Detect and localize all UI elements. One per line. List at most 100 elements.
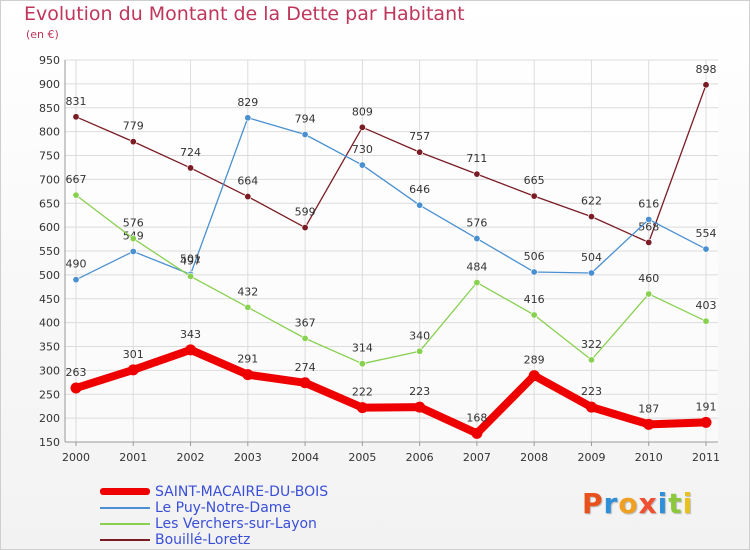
y-tick-label: 150 bbox=[39, 436, 60, 449]
data-point bbox=[530, 311, 538, 319]
y-tick-label: 700 bbox=[39, 173, 60, 186]
data-label: 191 bbox=[696, 400, 717, 413]
y-tick-label: 400 bbox=[39, 317, 60, 330]
data-point bbox=[645, 215, 653, 223]
data-point bbox=[70, 382, 82, 394]
data-point bbox=[242, 369, 254, 381]
data-point bbox=[244, 303, 252, 311]
data-label: 576 bbox=[466, 217, 487, 230]
y-tick-label: 500 bbox=[39, 269, 60, 282]
data-point bbox=[528, 370, 540, 382]
data-label: 898 bbox=[696, 63, 717, 76]
data-label: 506 bbox=[524, 250, 545, 263]
data-point bbox=[416, 347, 424, 355]
data-point bbox=[702, 81, 710, 89]
data-label: 484 bbox=[466, 261, 487, 274]
data-label: 416 bbox=[524, 293, 545, 306]
data-point bbox=[358, 123, 366, 131]
data-label: 340 bbox=[409, 329, 430, 342]
data-point bbox=[72, 276, 80, 284]
data-label: 497 bbox=[180, 254, 201, 267]
data-label: 403 bbox=[696, 299, 717, 312]
data-point bbox=[530, 268, 538, 276]
data-label: 757 bbox=[409, 130, 430, 143]
data-point bbox=[414, 401, 426, 413]
data-point bbox=[645, 238, 653, 246]
proxiti-logo: Proxiti bbox=[582, 487, 694, 520]
data-point bbox=[530, 192, 538, 200]
data-label: 831 bbox=[66, 95, 87, 108]
data-label: 314 bbox=[352, 342, 373, 355]
data-point bbox=[301, 224, 309, 232]
y-tick-label: 900 bbox=[39, 78, 60, 91]
data-label: 730 bbox=[352, 143, 373, 156]
legend-swatch-saint-macaire bbox=[100, 488, 150, 495]
x-tick-label: 2004 bbox=[291, 451, 319, 464]
y-tick-label: 200 bbox=[39, 412, 60, 425]
data-label: 343 bbox=[180, 328, 201, 341]
data-point bbox=[358, 360, 366, 368]
x-tick-label: 2009 bbox=[577, 451, 605, 464]
x-tick-label: 2007 bbox=[463, 451, 491, 464]
data-point bbox=[587, 213, 595, 221]
data-label: 616 bbox=[638, 197, 659, 210]
y-tick-label: 950 bbox=[39, 54, 60, 67]
data-point bbox=[585, 401, 597, 413]
series-line bbox=[75, 84, 707, 244]
data-point bbox=[587, 269, 595, 277]
data-point bbox=[587, 356, 595, 364]
data-label: 432 bbox=[237, 285, 258, 298]
data-point bbox=[643, 418, 655, 430]
x-tick-label: 2005 bbox=[348, 451, 376, 464]
data-label: 274 bbox=[295, 361, 316, 374]
data-point bbox=[702, 317, 710, 325]
data-label: 622 bbox=[581, 195, 602, 208]
legend-swatch-les-verchers bbox=[100, 523, 150, 525]
data-label: 576 bbox=[123, 217, 144, 230]
y-tick-label: 250 bbox=[39, 388, 60, 401]
data-label: 724 bbox=[180, 146, 201, 159]
x-tick-label: 2002 bbox=[177, 451, 205, 464]
legend-item-les-verchers: Les Verchers-sur-Layon bbox=[100, 516, 380, 532]
data-label: 794 bbox=[295, 112, 316, 125]
data-label: 291 bbox=[237, 353, 258, 366]
data-label: 187 bbox=[638, 402, 659, 415]
data-label: 263 bbox=[66, 366, 87, 379]
data-point bbox=[473, 170, 481, 178]
data-point bbox=[301, 130, 309, 138]
data-label: 779 bbox=[123, 120, 144, 133]
legend-swatch-le-puy bbox=[100, 507, 150, 509]
data-label: 665 bbox=[524, 174, 545, 187]
data-label: 223 bbox=[409, 385, 430, 398]
data-label: 664 bbox=[237, 175, 258, 188]
data-point bbox=[645, 290, 653, 298]
data-point bbox=[72, 113, 80, 121]
data-point bbox=[358, 161, 366, 169]
series-line bbox=[72, 345, 710, 438]
unit-label: (en €) bbox=[26, 28, 59, 41]
data-label: 222 bbox=[352, 386, 373, 399]
data-point bbox=[129, 247, 137, 255]
data-label: 554 bbox=[696, 227, 717, 240]
legend-item-le-puy: Le Puy-Notre-Dame bbox=[100, 500, 380, 516]
data-label: 711 bbox=[466, 152, 487, 165]
legend-label: Le Puy-Notre-Dame bbox=[155, 500, 292, 516]
data-label: 646 bbox=[409, 183, 430, 196]
data-point bbox=[127, 364, 139, 376]
y-tick-label: 600 bbox=[39, 221, 60, 234]
data-label: 504 bbox=[581, 251, 602, 264]
legend-item-saint-macaire: SAINT-MACAIRE-DU-BOIS bbox=[100, 484, 380, 500]
data-point bbox=[299, 377, 311, 389]
data-point bbox=[72, 191, 80, 199]
data-label: 301 bbox=[123, 348, 144, 361]
data-label: 599 bbox=[295, 206, 316, 219]
data-point bbox=[700, 416, 712, 428]
data-point bbox=[416, 148, 424, 156]
x-tick-label: 2001 bbox=[119, 451, 147, 464]
y-tick-label: 800 bbox=[39, 126, 60, 139]
legend-label: SAINT-MACAIRE-DU-BOIS bbox=[155, 484, 329, 500]
legend-label: Les Verchers-sur-Layon bbox=[155, 516, 317, 532]
y-tick-label: 750 bbox=[39, 150, 60, 163]
series-line bbox=[75, 194, 707, 365]
